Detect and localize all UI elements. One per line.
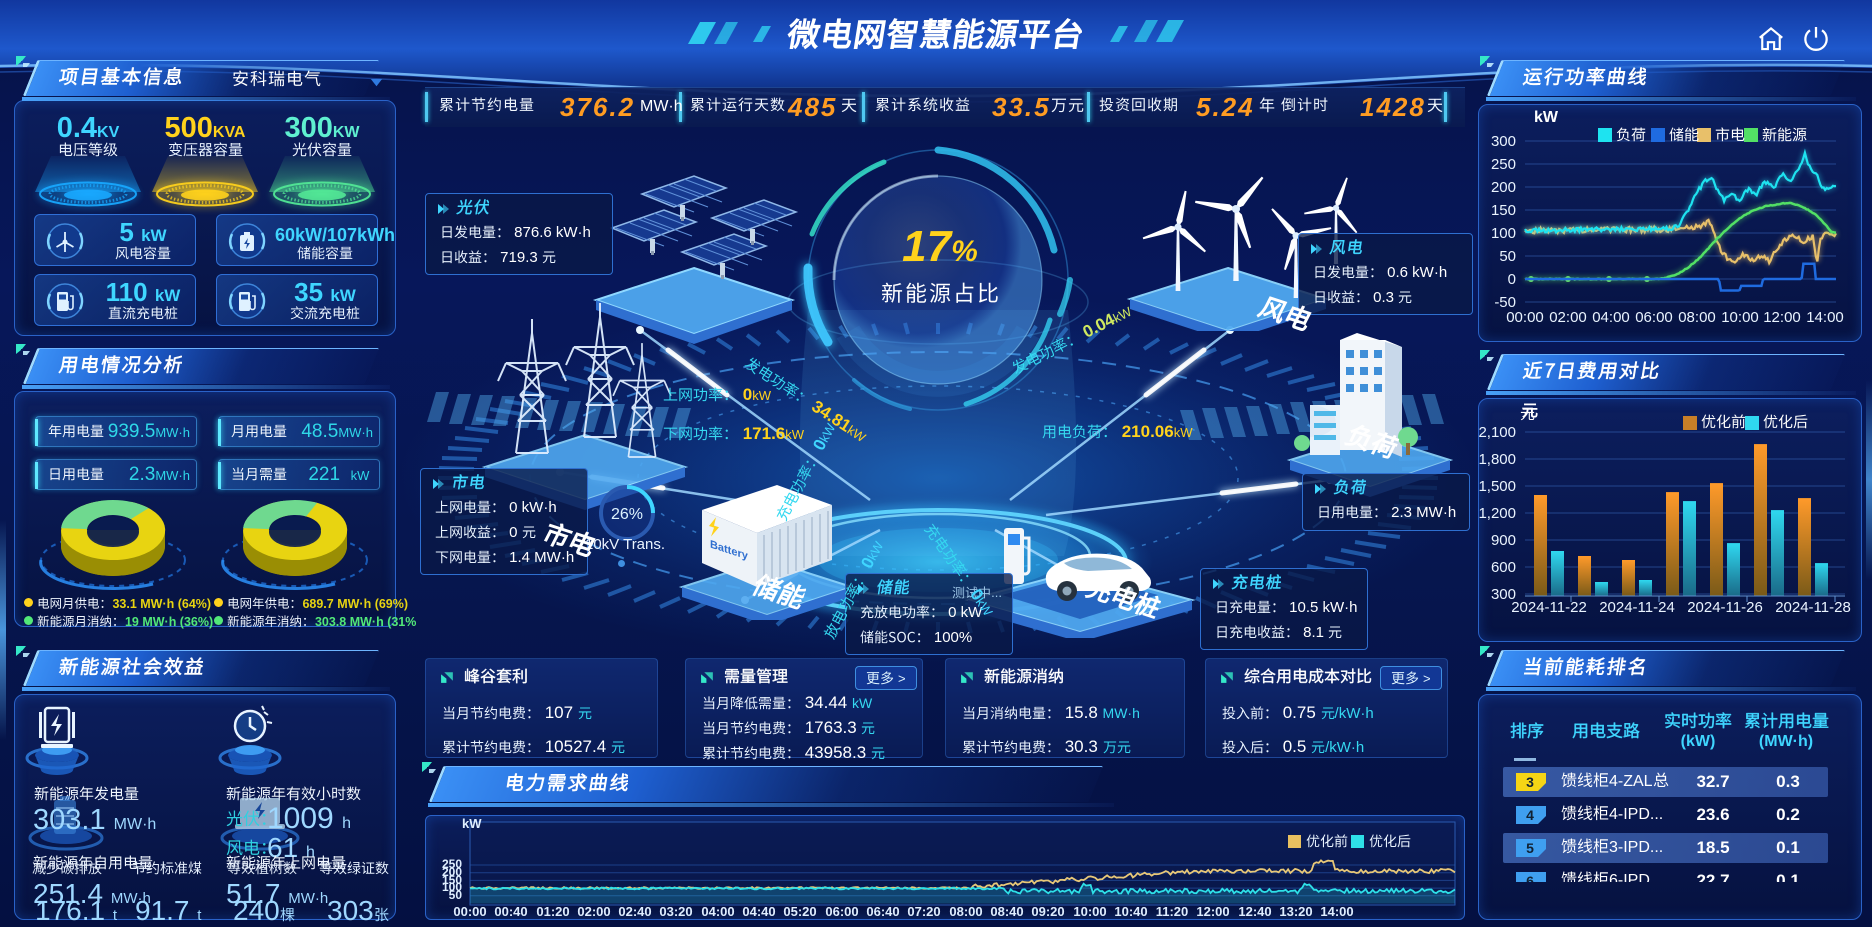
svg-text:01:20: 01:20 [536,904,569,919]
svg-text:09:20: 09:20 [1031,904,1064,919]
svg-text:14:00: 14:00 [1806,309,1844,326]
svg-text:00:00: 00:00 [453,904,486,919]
svg-text:10:00: 10:00 [1073,904,1106,919]
svg-text:150: 150 [442,873,462,887]
svg-text:02:00: 02:00 [577,904,610,919]
svg-text:4: 4 [1526,807,1534,823]
svg-text:04:00: 04:00 [701,904,734,919]
svg-text:12:40: 12:40 [1238,904,1271,919]
svg-text:08:00: 08:00 [949,904,982,919]
svg-text:10:40: 10:40 [1114,904,1147,919]
svg-text:6: 6 [1526,873,1534,882]
svg-text:08:40: 08:40 [990,904,1023,919]
svg-text:03:20: 03:20 [659,904,692,919]
svg-text:kW: kW [462,816,482,831]
svg-text:3: 3 [1526,774,1534,790]
svg-text:300: 300 [1491,586,1516,603]
svg-text:02:40: 02:40 [618,904,651,919]
svg-text:07:20: 07:20 [907,904,940,919]
svg-text:1,500: 1,500 [1478,478,1516,495]
svg-text:13:20: 13:20 [1279,904,1312,919]
svg-text:08:00: 08:00 [1678,309,1716,326]
svg-text:200: 200 [442,865,462,879]
svg-text:-50: -50 [1494,294,1516,311]
svg-text:10:00: 10:00 [1721,309,1759,326]
svg-text:05:20: 05:20 [783,904,816,919]
svg-text:5: 5 [1526,840,1534,856]
svg-text:06:00: 06:00 [1635,309,1673,326]
svg-text:11:20: 11:20 [1156,904,1189,919]
svg-text:300: 300 [1491,133,1516,150]
svg-text:12:00: 12:00 [1763,309,1801,326]
svg-text:2024-11-28: 2024-11-28 [1775,599,1851,616]
svg-text:100: 100 [442,880,462,894]
svg-text:12:00: 12:00 [1196,904,1229,919]
svg-text:04:00: 04:00 [1592,309,1630,326]
svg-text:0: 0 [1508,271,1516,288]
svg-text:元: 元 [1522,403,1538,420]
svg-text:200: 200 [1491,179,1516,196]
svg-text:1,800: 1,800 [1478,451,1516,468]
svg-text:00:40: 00:40 [494,904,527,919]
svg-text:06:00: 06:00 [825,904,858,919]
svg-text:02:00: 02:00 [1549,309,1587,326]
svg-text:50: 50 [1499,248,1516,265]
svg-text:600: 600 [1491,559,1516,576]
svg-text:2024-11-24: 2024-11-24 [1599,599,1675,616]
svg-text:100: 100 [1491,225,1516,242]
svg-text:04:40: 04:40 [742,904,775,919]
svg-text:26%: 26% [611,506,643,523]
svg-text:250: 250 [442,857,462,871]
svg-text:250: 250 [1491,156,1516,173]
svg-text:06:40: 06:40 [866,904,899,919]
svg-text:1,200: 1,200 [1478,505,1516,522]
svg-text:2024-11-22: 2024-11-22 [1511,599,1587,616]
svg-text:00:00: 00:00 [1506,309,1544,326]
svg-text:2,100: 2,100 [1478,424,1516,441]
svg-text:50: 50 [449,888,463,902]
svg-text:kW: kW [1534,109,1559,126]
svg-text:2024-11-26: 2024-11-26 [1687,599,1763,616]
svg-text:150: 150 [1491,202,1516,219]
svg-text:900: 900 [1491,532,1516,549]
svg-text:14:00: 14:00 [1320,904,1353,919]
